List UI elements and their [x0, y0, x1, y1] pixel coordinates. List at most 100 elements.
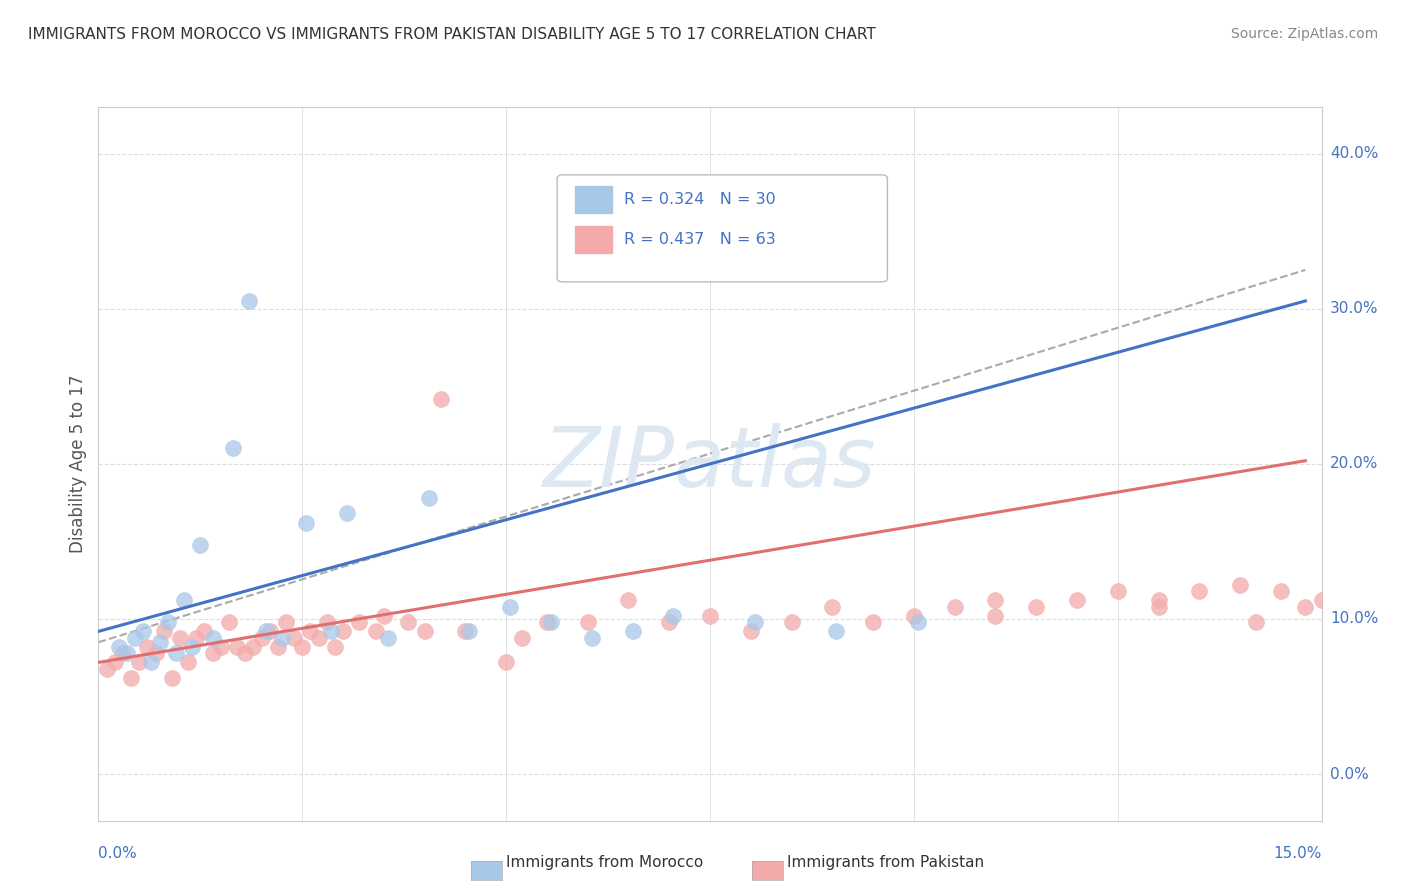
Point	[413, 624, 436, 639]
Point	[156, 615, 179, 629]
Point	[233, 646, 256, 660]
Point	[454, 624, 477, 639]
Point	[903, 608, 925, 623]
Point	[740, 624, 762, 639]
Point	[821, 599, 844, 614]
Point	[780, 615, 803, 629]
Point	[160, 671, 183, 685]
Point	[209, 640, 232, 654]
Point	[332, 624, 354, 639]
Point	[458, 624, 481, 639]
Point	[1188, 584, 1211, 599]
Text: R = 0.324   N = 30: R = 0.324 N = 30	[624, 192, 776, 207]
Point	[336, 507, 359, 521]
Point	[177, 656, 200, 670]
Text: 0.0%: 0.0%	[1330, 766, 1368, 781]
Point	[364, 624, 387, 639]
Point	[188, 537, 212, 551]
Point	[259, 624, 281, 639]
Point	[218, 615, 240, 629]
Text: IMMIGRANTS FROM MOROCCO VS IMMIGRANTS FROM PAKISTAN DISABILITY AGE 5 TO 17 CORRE: IMMIGRANTS FROM MOROCCO VS IMMIGRANTS FR…	[28, 27, 876, 42]
Point	[323, 640, 346, 654]
Text: Immigrants from Morocco: Immigrants from Morocco	[506, 855, 703, 870]
Point	[270, 631, 294, 645]
Point	[186, 631, 208, 645]
Point	[984, 608, 1007, 623]
Point	[283, 631, 305, 645]
Point	[744, 615, 766, 629]
Point	[124, 631, 146, 645]
Point	[418, 491, 440, 505]
Point	[173, 593, 195, 607]
Point	[512, 631, 534, 645]
Point	[201, 631, 224, 645]
Point	[1147, 599, 1170, 614]
Point	[430, 392, 453, 406]
Point	[536, 615, 558, 629]
Point	[1270, 584, 1292, 599]
Y-axis label: Disability Age 5 to 17: Disability Age 5 to 17	[69, 375, 87, 553]
Point	[274, 615, 297, 629]
Point	[658, 615, 681, 629]
Point	[104, 656, 127, 670]
Point	[96, 662, 118, 676]
Point	[617, 593, 640, 607]
Point	[128, 656, 150, 670]
Point	[267, 640, 290, 654]
Point	[349, 615, 371, 629]
Point	[145, 646, 167, 660]
Point	[238, 293, 260, 308]
Point	[201, 646, 224, 660]
Point	[1025, 599, 1047, 614]
Text: Source: ZipAtlas.com: Source: ZipAtlas.com	[1230, 27, 1378, 41]
Point	[193, 624, 215, 639]
Point	[621, 624, 644, 639]
Point	[295, 516, 318, 530]
Point	[576, 615, 599, 629]
Point	[250, 631, 273, 645]
Point	[165, 646, 187, 660]
Text: R = 0.437   N = 63: R = 0.437 N = 63	[624, 232, 776, 247]
Point	[540, 615, 562, 629]
Point	[377, 631, 399, 645]
Point	[169, 631, 191, 645]
Point	[1107, 584, 1129, 599]
Point	[149, 635, 172, 649]
Point	[1229, 578, 1251, 592]
Point	[1310, 593, 1333, 607]
Text: ZIPatlas: ZIPatlas	[543, 424, 877, 504]
Point	[699, 608, 721, 623]
Point	[373, 608, 395, 623]
Point	[907, 615, 929, 629]
Point	[396, 615, 419, 629]
Point	[319, 624, 342, 639]
FancyBboxPatch shape	[557, 175, 887, 282]
Text: 40.0%: 40.0%	[1330, 146, 1378, 161]
Text: 15.0%: 15.0%	[1274, 846, 1322, 861]
Point	[226, 640, 249, 654]
Point	[581, 631, 603, 645]
Point	[943, 599, 966, 614]
Text: 10.0%: 10.0%	[1330, 612, 1378, 626]
Point	[115, 646, 138, 660]
Text: 0.0%: 0.0%	[98, 846, 138, 861]
Point	[1066, 593, 1088, 607]
Point	[1246, 615, 1268, 629]
Point	[499, 599, 522, 614]
Point	[1294, 599, 1316, 614]
Point	[984, 593, 1007, 607]
Point	[1147, 593, 1170, 607]
Point	[152, 624, 174, 639]
Point	[242, 640, 264, 654]
Text: Immigrants from Pakistan: Immigrants from Pakistan	[787, 855, 984, 870]
Point	[862, 615, 884, 629]
Point	[495, 656, 517, 670]
Point	[662, 608, 685, 623]
Point	[120, 671, 142, 685]
Point	[825, 624, 848, 639]
Point	[299, 624, 322, 639]
Point	[291, 640, 314, 654]
Point	[108, 640, 131, 654]
Point	[141, 656, 163, 670]
Point	[308, 631, 330, 645]
